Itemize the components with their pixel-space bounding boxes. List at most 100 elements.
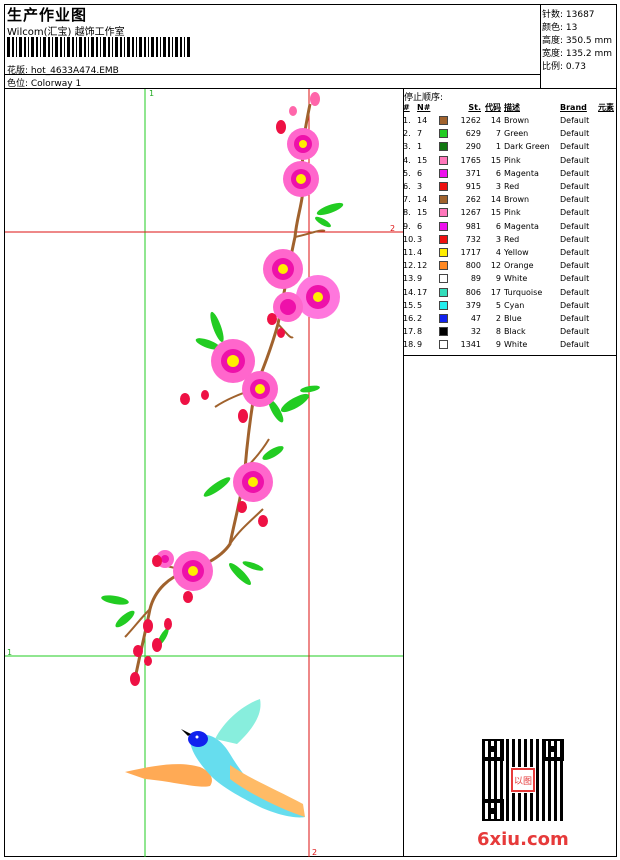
row-code: 15 [490,155,501,165]
row-stitches: 1267 [460,208,481,218]
color-swatch [439,221,448,231]
panel-divider [403,88,404,857]
color-swatch [439,340,448,350]
row-stitches: 981 [465,221,481,231]
row-index: 1. [403,116,411,126]
row-index: 9. [403,221,411,231]
row-element [598,154,618,167]
row-description: Brown [504,116,530,126]
stat-colors: 颜色: 13 [542,23,578,33]
row-swatch [439,180,451,193]
row-description: Blue [504,313,522,323]
row-stitches: 89 [470,274,481,284]
row-element [598,285,618,298]
guide-label-red-bottom: 2 [312,848,317,857]
row-brand: Default [560,300,590,310]
row-swatch [439,127,451,140]
row-stitches: 1341 [460,340,481,350]
color-swatch [439,234,448,244]
row-index: 18. [403,340,416,350]
row-brand: Default [560,208,590,218]
row-index: 6. [403,182,411,192]
row-stitches: 800 [465,261,481,271]
row-code: 12 [490,261,501,271]
row-description: Black [504,327,526,337]
row-element [598,272,618,285]
row-element [598,325,618,338]
design-label-divider [4,74,540,75]
row-stitches: 262 [465,195,481,205]
row-code: 14 [490,195,501,205]
branch-twig [124,229,326,638]
row-code: 2 [495,313,501,323]
row-description: Pink [504,155,521,165]
row-needle: 8 [417,327,423,337]
row-stitches: 371 [465,168,481,178]
row-code: 7 [495,129,501,139]
table-row: 14. 17 806 17 Turquoise Default [403,285,618,298]
kingfisher-bird [125,699,305,818]
row-brand: Default [560,168,590,178]
color-swatch [439,195,448,205]
row-needle: 5 [417,300,423,310]
row-swatch [439,299,451,312]
row-element [598,246,618,259]
table-row: 7. 14 262 14 Brown Default [403,193,618,206]
stat-scale: 比例: 0.73 [542,62,586,72]
row-stitches: 915 [465,182,481,192]
stats-divider [540,4,541,88]
row-element [598,338,618,351]
row-code: 9 [495,274,501,284]
row-swatch [439,325,451,338]
table-row: 15. 5 379 5 Cyan Default [403,299,618,312]
row-swatch [439,285,451,298]
row-swatch [439,220,451,233]
row-swatch [439,272,451,285]
row-code: 3 [495,182,501,192]
software-label: Wilcom(汇宝) 越饰工作室 [7,27,125,38]
row-element [598,299,618,312]
row-stitches: 629 [465,129,481,139]
row-description: White [504,274,528,284]
row-swatch [439,259,451,272]
row-stitches: 732 [465,234,481,244]
row-brand: Default [560,327,590,337]
row-element [598,193,618,206]
row-code: 3 [495,234,501,244]
color-swatch [439,313,448,323]
row-needle: 14 [417,116,428,126]
table-row: 3. 1 290 1 Dark Green Default [403,140,618,153]
row-index: 2. [403,129,411,139]
row-description: Magenta [504,221,539,231]
row-needle: 9 [417,340,423,350]
stat-height: 高度: 350.5 mm [542,36,613,46]
row-index: 4. [403,155,411,165]
barcode-icon [7,37,190,57]
row-stitches: 290 [465,142,481,152]
color-swatch [439,247,448,257]
row-code: 17 [490,287,501,297]
row-swatch [439,167,451,180]
table-row: 10. 3 732 3 Red Default [403,233,618,246]
row-description: Orange [504,261,534,271]
row-needle: 14 [417,195,428,205]
color-swatch [439,155,448,165]
row-element [598,114,618,127]
row-code: 6 [495,168,501,178]
branch-stem [133,103,312,680]
row-description: Red [504,182,520,192]
row-swatch [439,154,451,167]
row-needle: 9 [417,274,423,284]
row-element [598,220,618,233]
color-swatch [439,261,448,271]
row-index: 16. [403,313,416,323]
row-needle: 2 [417,313,423,323]
row-needle: 4 [417,247,423,257]
row-index: 10. [403,234,416,244]
table-row: 1. 14 1262 14 Brown Default [403,114,618,127]
row-stitches: 32 [470,327,481,337]
col-header-brand: Brand [560,103,587,112]
row-element [598,140,618,153]
row-element [598,233,618,246]
table-row: 2. 7 629 7 Green Default [403,127,618,140]
